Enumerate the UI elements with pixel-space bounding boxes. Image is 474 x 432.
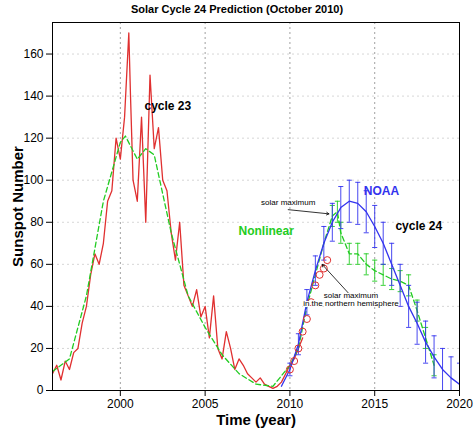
svg-text:Sunspot Number: Sunspot Number <box>9 146 26 267</box>
svg-text:Nonlinear: Nonlinear <box>239 224 295 238</box>
svg-text:2005: 2005 <box>192 397 219 411</box>
svg-text:0: 0 <box>37 383 44 397</box>
svg-text:solar maximumin the northern h: solar maximumin the northern hemisphere <box>303 291 399 308</box>
svg-text:cycle 23: cycle 23 <box>144 99 191 113</box>
svg-text:80: 80 <box>30 215 44 229</box>
svg-text:2020: 2020 <box>446 397 473 411</box>
svg-text:cycle 24: cycle 24 <box>395 219 442 233</box>
svg-text:60: 60 <box>30 257 44 271</box>
svg-text:140: 140 <box>23 89 43 103</box>
svg-text:NOAA: NOAA <box>364 184 400 198</box>
svg-text:20: 20 <box>30 341 44 355</box>
svg-text:2000: 2000 <box>107 397 134 411</box>
svg-text:Time (year): Time (year) <box>216 411 296 428</box>
svg-text:solar maximum: solar maximum <box>261 198 316 207</box>
svg-text:100: 100 <box>23 173 43 187</box>
svg-text:120: 120 <box>23 131 43 145</box>
svg-text:40: 40 <box>30 299 44 313</box>
svg-text:160: 160 <box>23 47 43 61</box>
svg-text:2015: 2015 <box>361 397 388 411</box>
svg-text:2010: 2010 <box>277 397 304 411</box>
html-text:Solar Cycle 24 Prediction (Oct: Solar Cycle 24 Prediction (October 2010) <box>130 3 344 15</box>
